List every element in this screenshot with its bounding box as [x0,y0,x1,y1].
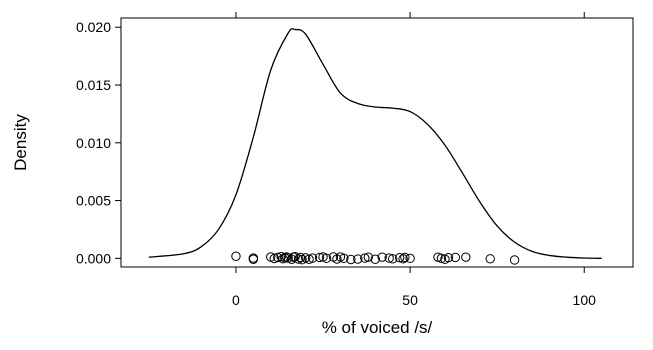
data-point [307,253,318,263]
y-axis-title: Density [11,114,30,171]
data-point [231,251,241,261]
data-point [398,254,408,264]
data-point [509,255,520,265]
x-axis-title: % of voiced /s/ [322,318,433,337]
data-point [377,252,387,262]
data-point [353,254,363,264]
y-axis: 0.000 0.005 0.010 0.015 0.020 [76,19,121,266]
data-point [346,254,356,265]
density-curve [148,28,602,259]
data-point [400,252,410,263]
plot-frame [120,17,634,268]
data-point [363,252,373,262]
x-axis: 0 50 100 [232,12,596,308]
x-tick-label: 0 [232,292,240,308]
data-point [443,252,454,263]
data-point [276,251,286,262]
data-point [321,253,332,264]
data-point [248,253,259,263]
data-point [360,253,370,263]
y-tick-label: 0.000 [76,250,111,266]
data-point [314,252,325,263]
data-point [384,253,394,263]
data-point [339,253,349,264]
x-tick-label: 100 [573,292,597,308]
data-point [405,253,415,264]
y-tick-label: 0.005 [76,193,111,209]
data-point [293,254,304,264]
data-point [461,252,471,262]
rug-points [231,251,520,265]
data-point [450,252,461,263]
data-point [387,254,398,264]
x-tick-label: 50 [402,292,418,308]
data-point [436,253,447,264]
y-tick-label: 0.015 [76,77,111,93]
y-tick-label: 0.020 [76,19,111,35]
data-point [485,254,495,264]
data-point [295,252,306,263]
data-point [370,254,380,264]
y-tick-label: 0.010 [76,135,111,151]
